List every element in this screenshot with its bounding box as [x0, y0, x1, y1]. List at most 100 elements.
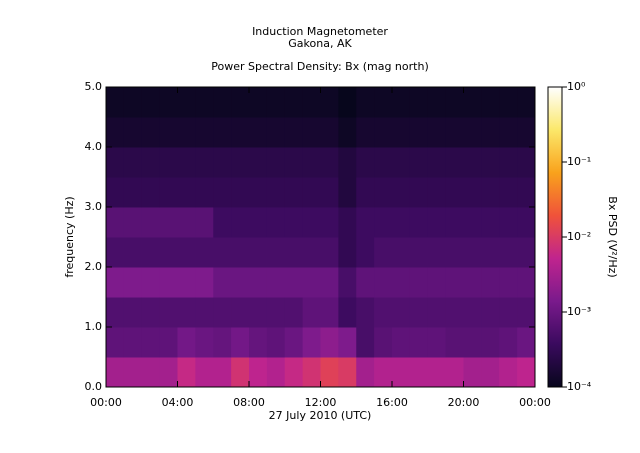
heatmap-cell [356, 87, 375, 118]
heatmap-cell [141, 87, 161, 118]
heatmap-cell [123, 357, 143, 388]
heatmap-cell [249, 357, 268, 388]
heatmap-cell [499, 267, 518, 298]
heatmap-cell [463, 357, 482, 388]
heatmap-cell [106, 147, 125, 178]
heatmap-cell [249, 297, 268, 328]
colorbar [547, 86, 563, 388]
x-tick-label: 12:00 [305, 396, 337, 409]
heatmap-cell [159, 327, 178, 358]
heatmap-cell [499, 297, 518, 328]
heatmap-cell [106, 207, 125, 238]
heatmap-cell [499, 207, 518, 238]
heatmap-cell [284, 267, 304, 298]
heatmap-cell [374, 327, 393, 358]
heatmap-cell [499, 327, 518, 358]
heatmap-cell [517, 207, 536, 238]
heatmap-cell [392, 297, 411, 328]
heatmap-cell [141, 117, 161, 148]
heatmap-cell [213, 177, 232, 208]
heatmap-cell [409, 147, 429, 178]
heatmap-cell [249, 177, 268, 208]
heatmap-cell [159, 207, 178, 238]
heatmap-cell [249, 87, 268, 118]
heatmap-cell [266, 357, 286, 388]
heatmap-cell [213, 207, 232, 238]
heatmap-cell [445, 87, 464, 118]
heatmap-cell [320, 237, 339, 268]
heatmap-cell [427, 207, 447, 238]
heatmap-cell [517, 237, 536, 268]
y-tick-label: 3.0 [85, 200, 103, 213]
heatmap-cell [409, 297, 429, 328]
heatmap-cell [249, 327, 268, 358]
heatmap-cell [392, 267, 411, 298]
heatmap-cell [231, 297, 250, 328]
heatmap-cell [213, 237, 232, 268]
heatmap-cell [195, 357, 214, 388]
heatmap-cell [195, 207, 214, 238]
heatmap-cell [481, 297, 500, 328]
heatmap-cell [409, 267, 429, 298]
heatmap-cell [320, 147, 339, 178]
heatmap-cell [499, 117, 518, 148]
heatmap-cell [231, 267, 250, 298]
heatmap-cell [445, 117, 464, 148]
heatmap-cell [141, 357, 161, 388]
heatmap-cell [445, 297, 464, 328]
heatmap-cell [409, 237, 429, 268]
heatmap-cell [463, 147, 482, 178]
heatmap-cell [231, 327, 250, 358]
heatmap-cell [409, 327, 429, 358]
heatmap-cell [481, 147, 500, 178]
heatmap-cell [427, 327, 447, 358]
heatmap-cell [284, 117, 304, 148]
heatmap-cell [213, 267, 232, 298]
heatmap-cell [338, 327, 357, 358]
x-axis-label: 27 July 2010 (UTC) [269, 409, 372, 422]
heatmap-cell [517, 357, 536, 388]
heatmap-cell [249, 237, 268, 268]
heatmap-cell [427, 297, 447, 328]
heatmap-cell [123, 327, 143, 358]
heatmap-cell [338, 207, 357, 238]
x-tick-label: 08:00 [233, 396, 265, 409]
heatmap-cell [123, 177, 143, 208]
heatmap-cell [356, 147, 375, 178]
heatmap-cell [463, 117, 482, 148]
heatmap-cell [374, 237, 393, 268]
heatmap-cell [427, 357, 447, 388]
heatmap-cell [392, 327, 411, 358]
heatmap-cell [302, 297, 321, 328]
heatmap-cell [159, 357, 178, 388]
heatmap-cell [177, 297, 196, 328]
heatmap-cell [302, 117, 321, 148]
heatmap-cell [374, 357, 393, 388]
heatmap-cell [141, 327, 161, 358]
heatmap-cell [356, 297, 375, 328]
y-tick-label: 2.0 [85, 260, 103, 273]
heatmap-cell [392, 177, 411, 208]
heatmap-cell [141, 267, 161, 298]
chart-subtitle: Power Spectral Density: Bx (mag north) [211, 60, 428, 73]
heatmap-cell [213, 147, 232, 178]
heatmap-cell [481, 177, 500, 208]
heatmap-cell [231, 117, 250, 148]
heatmap-cell [463, 87, 482, 118]
heatmap-cell [266, 117, 286, 148]
heatmap-cell [106, 297, 125, 328]
heatmap-cell [409, 207, 429, 238]
heatmap-cell [463, 177, 482, 208]
heatmap-cell [231, 237, 250, 268]
heatmap-cell [123, 207, 143, 238]
heatmap-cell [284, 297, 304, 328]
heatmap-cell [266, 267, 286, 298]
heatmap-cell [195, 87, 214, 118]
heatmap-cell [159, 297, 178, 328]
y-tick-label: 4.0 [85, 140, 103, 153]
heatmap-cell [106, 177, 125, 208]
heatmap-cell [499, 357, 518, 388]
heatmap-cell [177, 207, 196, 238]
heatmap-cell [177, 147, 196, 178]
heatmap-cell [445, 327, 464, 358]
